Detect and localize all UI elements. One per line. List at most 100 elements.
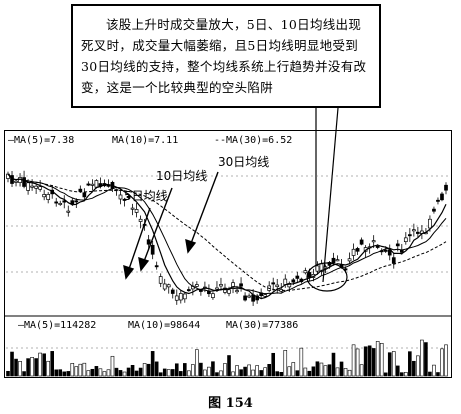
volume-bar (331, 352, 336, 377)
volume-bar (335, 367, 340, 377)
volume-bar (399, 372, 404, 377)
candle-body (275, 284, 280, 288)
volume-bar (42, 353, 46, 377)
candle-body (82, 192, 87, 198)
label-5day: 5日均线 (124, 189, 168, 203)
volume-bar (291, 362, 296, 377)
volume-bar (243, 366, 247, 377)
volume-bar (412, 360, 416, 377)
candle-body (432, 208, 436, 212)
candle-body (134, 209, 139, 213)
label-30day: 30日均线 (218, 155, 269, 169)
candle-body (303, 270, 308, 274)
candle-body (54, 201, 59, 204)
candle-body (355, 248, 360, 252)
volume-bar (195, 349, 199, 377)
candle-body (271, 282, 276, 285)
candle-body (407, 234, 412, 237)
candle-body (178, 293, 183, 301)
candle-body (30, 185, 34, 188)
volume-bar (343, 368, 348, 377)
price-legend-ma5: —MA(5)=7.38 (8, 135, 74, 146)
volume-bar (154, 361, 159, 377)
volume-bar (315, 361, 320, 377)
candle-body (66, 210, 71, 213)
candle-body (138, 218, 143, 222)
volume-bar (199, 362, 203, 377)
candle-body (436, 199, 440, 202)
volume-bar (207, 366, 211, 377)
candle-body (42, 194, 47, 198)
ma10-line (7, 173, 447, 295)
volume-bar (299, 347, 304, 377)
volume-legend-ma5: —MA(5)=114282 (18, 320, 96, 331)
volume-bar (122, 371, 127, 377)
volume-bar (379, 342, 384, 377)
candle-body (126, 195, 131, 198)
volume-bars (6, 339, 448, 377)
arrowhead-10day (138, 256, 150, 272)
candle-body (440, 193, 444, 201)
candle-body (34, 185, 38, 189)
volume-bar (363, 346, 368, 377)
volume-bar (14, 358, 18, 377)
volume-bar (323, 365, 328, 377)
volume-bar (283, 350, 288, 377)
volume-bar (247, 364, 251, 377)
volume-bar (211, 361, 215, 377)
callout-pointers (315, 107, 339, 283)
volume-bar (231, 371, 235, 377)
volume-bar (114, 367, 119, 377)
candle-body (335, 259, 340, 262)
volume-bar (375, 341, 380, 377)
candle-body (162, 283, 167, 290)
candle-body (22, 177, 26, 187)
volume-bar (62, 371, 67, 377)
volume-bar (235, 365, 239, 377)
volume-bar (18, 361, 22, 377)
volume-legend-ma30: MA(30)=77386 (226, 320, 298, 331)
candlesticks (6, 170, 448, 306)
candle-body (444, 184, 448, 191)
volume-bar (183, 363, 187, 377)
ma30-line (7, 173, 447, 292)
candle-body (26, 182, 30, 191)
volume-bar (98, 368, 103, 377)
volume-bar (203, 369, 207, 377)
candle-body (74, 200, 79, 203)
volume-bar (432, 364, 436, 377)
candle-body (283, 278, 288, 285)
volume-bar (54, 369, 59, 377)
candle-body (158, 276, 163, 284)
candle-body (315, 265, 320, 272)
candle-body (383, 249, 388, 252)
candle-body (295, 275, 300, 279)
volume-bar (295, 370, 300, 377)
volume-bar (102, 371, 107, 377)
candle-body (243, 295, 247, 301)
volume-bar (22, 371, 26, 377)
volume-bar (347, 369, 352, 377)
candle-body (395, 243, 400, 247)
volume-bar (275, 371, 280, 377)
label-10day: 10日均线 (156, 169, 207, 183)
volume-bar (162, 368, 167, 377)
volume-bar (395, 365, 400, 377)
trap-highlight-ellipse (306, 262, 348, 292)
volume-bar (106, 369, 111, 377)
volume-bar (130, 364, 135, 377)
chart-frame (4, 130, 452, 378)
volume-bar (166, 369, 171, 377)
volume-bar (440, 348, 444, 377)
volume-bar (424, 342, 428, 377)
volume-bar (307, 370, 312, 377)
candle-body (174, 295, 179, 301)
candle-body (371, 240, 376, 243)
candle-body (182, 293, 187, 300)
candle-body (428, 218, 432, 229)
volume-bar (46, 360, 50, 377)
arrow-30day (189, 171, 219, 247)
volume-bar (311, 366, 316, 377)
volume-bar (267, 363, 271, 377)
